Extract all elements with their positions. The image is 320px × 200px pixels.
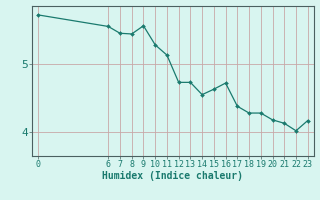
X-axis label: Humidex (Indice chaleur): Humidex (Indice chaleur): [102, 171, 243, 181]
